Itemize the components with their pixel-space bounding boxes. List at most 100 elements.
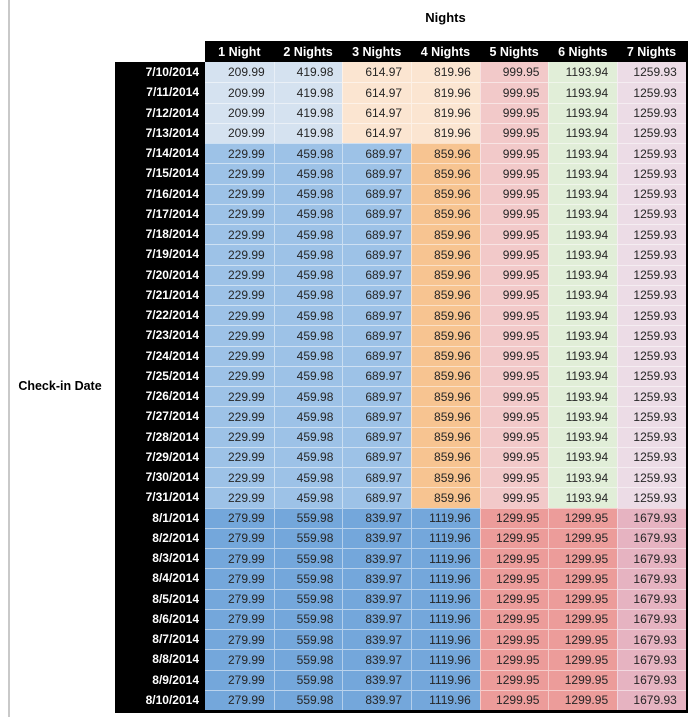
price-cell: 1299.95: [548, 548, 618, 569]
price-cell: 859.96: [411, 163, 480, 184]
row-header-date: 7/22/2014: [115, 305, 205, 326]
price-cell: 859.96: [411, 264, 480, 285]
price-cell: 839.97: [342, 548, 412, 569]
price-cell: 1259.93: [617, 467, 686, 488]
price-cell: 839.97: [342, 608, 412, 629]
price-cell: 999.95: [479, 122, 549, 143]
price-cell: 229.99: [205, 264, 274, 285]
price-cell: 279.99: [205, 629, 274, 650]
row-header-date: 7/15/2014: [115, 163, 205, 184]
price-cell: 559.98: [273, 608, 343, 629]
price-cell: 419.98: [273, 62, 343, 83]
price-cell: 999.95: [479, 264, 549, 285]
price-cell: 279.99: [205, 649, 274, 670]
price-cell: 1193.94: [548, 426, 618, 447]
price-cell: 1259.93: [617, 406, 686, 427]
price-cell: 1259.93: [617, 122, 686, 143]
price-cell: 1679.93: [617, 689, 686, 710]
price-cell: 1299.95: [548, 689, 618, 710]
price-cell: 999.95: [479, 467, 549, 488]
price-cell: 689.97: [342, 163, 412, 184]
price-cell: 999.95: [479, 386, 549, 407]
row-header-date: 8/8/2014: [115, 649, 205, 670]
price-cell: 559.98: [273, 689, 343, 710]
price-cell: 1119.96: [411, 649, 480, 670]
price-cell: 459.98: [273, 325, 343, 346]
price-cell: 1679.93: [617, 629, 686, 650]
price-cell: 1193.94: [548, 305, 618, 326]
price-cell: 999.95: [479, 325, 549, 346]
price-cell: 1193.94: [548, 406, 618, 427]
price-cell: 819.96: [411, 62, 480, 83]
price-cell: 999.95: [479, 203, 549, 224]
price-cell: 1679.93: [617, 507, 686, 528]
price-cell: 999.95: [479, 284, 549, 305]
row-header-date: 7/18/2014: [115, 224, 205, 245]
price-cell: 1193.94: [548, 345, 618, 366]
row-header-date: 7/14/2014: [115, 143, 205, 164]
row-header-date: 7/11/2014: [115, 82, 205, 103]
price-cell: 1259.93: [617, 102, 686, 123]
price-cell: 1193.94: [548, 224, 618, 245]
price-cell: 1193.94: [548, 365, 618, 386]
price-cell: 689.97: [342, 487, 412, 508]
price-cell: 1119.96: [411, 608, 480, 629]
price-cell: 839.97: [342, 629, 412, 650]
price-cell: 689.97: [342, 386, 412, 407]
price-cell: 1679.93: [617, 669, 686, 690]
price-cell: 209.99: [205, 102, 274, 123]
price-cell: 1119.96: [411, 669, 480, 690]
price-cell: 229.99: [205, 284, 274, 305]
price-cell: 229.99: [205, 446, 274, 467]
price-cell: 1299.95: [479, 527, 549, 548]
price-cell: 1299.95: [548, 608, 618, 629]
price-cell: 689.97: [342, 467, 412, 488]
price-cell: 459.98: [273, 224, 343, 245]
price-cell: 1119.96: [411, 527, 480, 548]
price-cell: 1299.95: [479, 669, 549, 690]
corner-spacer: [115, 41, 205, 62]
price-cell: 1193.94: [548, 264, 618, 285]
price-cell: 999.95: [479, 102, 549, 123]
price-cell: 229.99: [205, 406, 274, 427]
price-cell: 614.97: [342, 62, 412, 83]
price-cell: 689.97: [342, 143, 412, 164]
price-cell: 689.97: [342, 406, 412, 427]
price-cell: 689.97: [342, 325, 412, 346]
price-cell: 1259.93: [617, 264, 686, 285]
price-cell: 279.99: [205, 608, 274, 629]
column-header: 3 Nights: [342, 41, 412, 62]
price-cell: 1259.93: [617, 426, 686, 447]
price-cell: 839.97: [342, 588, 412, 609]
price-cell: 459.98: [273, 284, 343, 305]
price-cell: 229.99: [205, 426, 274, 447]
row-header-date: 8/2/2014: [115, 527, 205, 548]
price-cell: 689.97: [342, 203, 412, 224]
price-cell: 614.97: [342, 82, 412, 103]
price-cell: 459.98: [273, 244, 343, 265]
price-cell: 1119.96: [411, 588, 480, 609]
price-cell: 859.96: [411, 426, 480, 447]
price-cell: 1299.95: [479, 608, 549, 629]
price-cell: 839.97: [342, 649, 412, 670]
price-cell: 1119.96: [411, 568, 480, 589]
price-cell: 999.95: [479, 82, 549, 103]
price-cell: 1679.93: [617, 649, 686, 670]
price-cell: 419.98: [273, 82, 343, 103]
price-cell: 1259.93: [617, 325, 686, 346]
price-cell: 459.98: [273, 467, 343, 488]
price-cell: 1299.95: [548, 649, 618, 670]
price-cell: 1259.93: [617, 386, 686, 407]
price-cell: 859.96: [411, 143, 480, 164]
price-cell: 459.98: [273, 264, 343, 285]
price-cell: 559.98: [273, 588, 343, 609]
price-cell: 999.95: [479, 163, 549, 184]
price-cell: 459.98: [273, 163, 343, 184]
price-cell: 459.98: [273, 203, 343, 224]
row-header-date: 7/17/2014: [115, 203, 205, 224]
price-cell: 839.97: [342, 568, 412, 589]
price-cell: 1259.93: [617, 62, 686, 83]
price-cell: 859.96: [411, 203, 480, 224]
price-cell: 999.95: [479, 183, 549, 204]
